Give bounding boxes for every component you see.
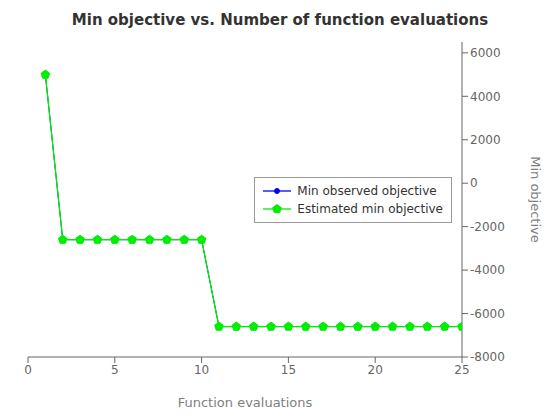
svg-text:-6000: -6000 xyxy=(470,307,505,321)
svg-text:6000: 6000 xyxy=(470,46,501,60)
svg-text:20: 20 xyxy=(368,363,383,377)
html-text:Min objective vs. Number of fu: Min objective vs. Number of function eva… xyxy=(71,11,489,29)
svg-text:-2000: -2000 xyxy=(470,220,505,234)
svg-text:10: 10 xyxy=(194,363,209,377)
svg-text:15: 15 xyxy=(281,363,296,377)
svg-text:0: 0 xyxy=(24,363,32,377)
svg-text:-8000: -8000 xyxy=(470,350,505,364)
html-text:Min observed objective: Min observed objective xyxy=(297,183,437,198)
svg-text:4000: 4000 xyxy=(470,90,501,104)
svg-text:-4000: -4000 xyxy=(470,263,505,277)
svg-text:Min objective: Min objective xyxy=(528,156,543,243)
svg-text:5: 5 xyxy=(111,363,119,377)
html-text:Estimated min objective: Estimated min objective xyxy=(297,201,443,216)
svg-text:0: 0 xyxy=(470,176,478,190)
svg-text:25: 25 xyxy=(454,363,469,377)
svg-text:2000: 2000 xyxy=(470,133,501,147)
svg-text:Function evaluations: Function evaluations xyxy=(178,395,313,410)
